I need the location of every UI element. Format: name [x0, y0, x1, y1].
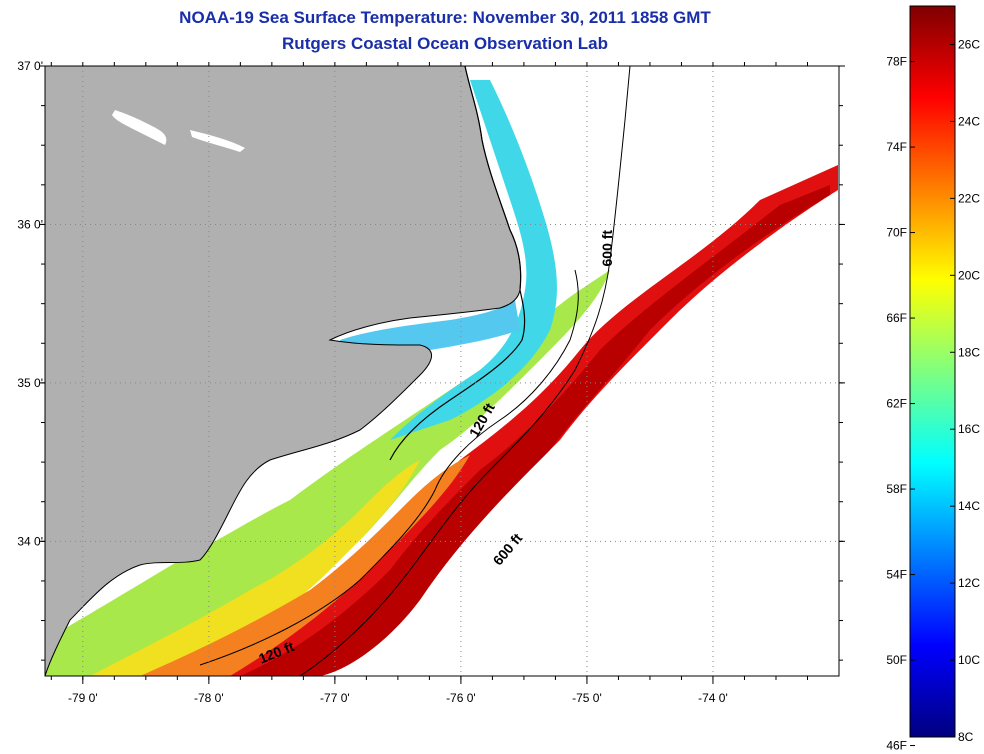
colorbar-label-f: 58F [886, 482, 907, 496]
latitude-ticks: 37 0' 36 0' 35 0' 34 0' [17, 59, 845, 661]
colorbar-label-c: 14C [958, 499, 980, 513]
x-tick-label: -79 0' [68, 691, 98, 705]
colorbar-label-c: 26C [958, 37, 980, 51]
graticule [45, 65, 839, 676]
x-tick-label: -75 0' [572, 691, 602, 705]
y-tick-label: 34 0' [17, 534, 43, 548]
y-tick-label: 37 0' [17, 59, 43, 73]
y-tick-label: 36 0' [17, 217, 43, 231]
colorbar [909, 5, 956, 738]
map-subtitle: Rutgers Coastal Ocean Observation Lab [282, 34, 608, 53]
contour-label: 600 ft [599, 230, 615, 267]
x-tick-label: -77 0' [320, 691, 350, 705]
colorbar-labels: 26C 24C 22C 20C 18C 16C 14C 12C 10C 8C 78F 74F 70F 66… [886, 37, 980, 752]
colorbar-label-f: 62F [886, 397, 907, 411]
map-title: NOAA-19 Sea Surface Temperature: Novembe… [179, 8, 711, 27]
contour-120ft [199, 269, 579, 666]
colorbar-label-c: 10C [958, 653, 980, 667]
longitude-ticks: -79 0' -78 0' -77 0' -76 0' -75 0' -74 0' [50, 62, 808, 705]
shelf-water [45, 270, 610, 676]
shelf-water-orange [140, 455, 470, 676]
lake [112, 110, 167, 145]
colorbar-label-c: 22C [958, 191, 980, 205]
lake-2 [190, 130, 245, 152]
x-tick-label: -78 0' [194, 691, 224, 705]
colorbar-label-f: 66F [886, 311, 907, 325]
colorbar-label-c: 8C [958, 730, 974, 744]
colorbar-label-c: 24C [958, 114, 980, 128]
plot-frame [44, 65, 840, 677]
colorbar-label-f: 70F [886, 226, 907, 240]
colorbar-label-f: 46F [886, 739, 907, 753]
gulf-stream-core [240, 185, 830, 676]
colorbar-label-f: 54F [886, 568, 907, 582]
x-tick-label: -76 0' [446, 691, 476, 705]
colorbar-label-c: 12C [958, 576, 980, 590]
colorbar-label-f: 74F [886, 140, 907, 154]
y-tick-label: 35 0' [17, 376, 43, 390]
x-tick-label: -74 0' [698, 691, 728, 705]
coastline [389, 66, 526, 461]
contour-600ft [299, 66, 631, 676]
colorbar-label-c: 20C [958, 268, 980, 282]
colorbar-label-f: 50F [886, 653, 907, 667]
colorbar-label-c: 18C [958, 345, 980, 359]
colorbar-label-c: 16C [958, 422, 980, 436]
colorbar-label-f: 78F [886, 55, 907, 69]
